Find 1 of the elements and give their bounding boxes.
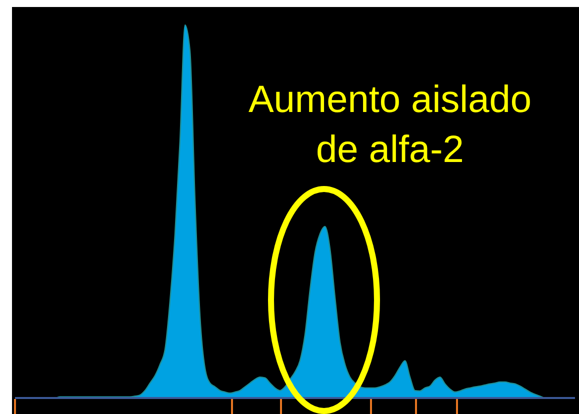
annotation: Aumento aislado de alfa-2 (248, 79, 532, 171)
